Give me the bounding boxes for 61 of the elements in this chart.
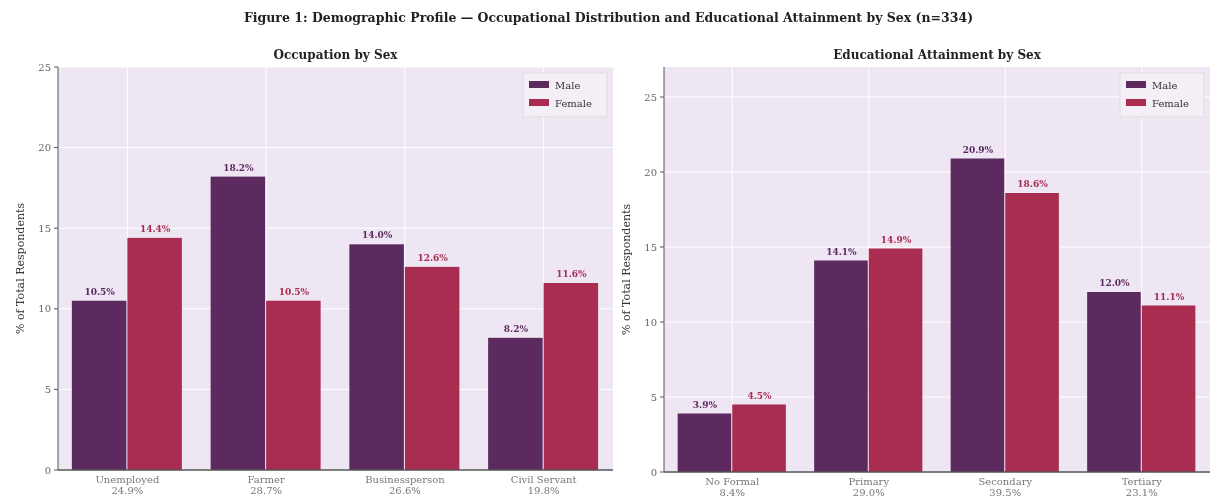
bar — [732, 404, 786, 472]
bar — [868, 248, 923, 472]
caption: Figure 1: Demographic Profile — Occupational Distribution and Educational Attainment by Sex (n=334) — [243, 10, 974, 25]
bar — [1005, 193, 1059, 472]
data-label: 14.9% — [880, 234, 912, 245]
legend-label: Female — [555, 97, 592, 109]
x-tick-label: No Formal 8.4% — [705, 476, 760, 498]
y-tick-label: 15 — [644, 241, 657, 253]
data-label: 3.9% — [692, 399, 718, 410]
y-tick-label: 10 — [644, 316, 657, 328]
y-tick-label: 20 — [38, 142, 51, 154]
y-tick-label: 25 — [38, 61, 51, 73]
bar — [349, 244, 404, 470]
data-label: 14.1% — [826, 246, 858, 257]
x-tick-label: Civil Servant 19.8% — [510, 474, 577, 496]
chart-title: Occupation by Sex — [273, 48, 399, 62]
data-label: 18.6% — [1017, 179, 1049, 189]
data-label: 10.5% — [278, 286, 310, 297]
x-tick-label: Unemployed 24.9% — [95, 474, 160, 496]
data-label: 11.6% — [556, 269, 588, 280]
data-label: 14.0% — [361, 230, 393, 241]
bar — [488, 337, 543, 470]
x-tick-label: Secondary 39.5% — [978, 476, 1033, 498]
data-label: 14.4% — [139, 223, 171, 234]
data-label: 12.6% — [417, 252, 449, 263]
y-tick-label: 5 — [650, 391, 657, 403]
y-tick-label: 0 — [44, 464, 51, 476]
data-label: 18.2% — [223, 162, 255, 173]
y-tick-label: 10 — [38, 303, 51, 315]
y-tick-label: 25 — [644, 91, 657, 103]
y-tick-label: 20 — [644, 166, 657, 178]
y-tick-label: 0 — [650, 466, 657, 478]
bar — [1087, 292, 1141, 472]
data-label: 4.5% — [747, 390, 773, 401]
bar — [814, 260, 868, 472]
bar — [71, 300, 127, 470]
data-label: 10.5% — [84, 286, 116, 297]
bar — [210, 176, 266, 470]
x-tick-label: Businessperson 26.6% — [365, 474, 446, 496]
bar — [1141, 305, 1196, 472]
data-label: 8.2% — [503, 323, 529, 334]
bar — [543, 283, 599, 470]
data-label: 12.0% — [1099, 278, 1131, 288]
bar — [950, 158, 1005, 472]
y-tick-label: 15 — [38, 222, 51, 234]
data-label: 20.9% — [962, 144, 994, 155]
legend-label: Male — [1152, 79, 1178, 91]
y-tick-label: 5 — [44, 383, 51, 395]
x-tick-label: Tertiary 23.1% — [1121, 476, 1163, 498]
legend-label: Male — [555, 79, 581, 91]
bar — [266, 300, 321, 470]
data-label: 11.1% — [1153, 291, 1185, 302]
y-axis-title: % of Total Respondents — [14, 202, 27, 335]
chart-title: Educational Attainment by Sex — [833, 48, 1042, 62]
x-tick-label: Farmer 28.7% — [247, 474, 285, 496]
y-axis-title: % of Total Respondents — [620, 203, 633, 336]
legend-label: Female — [1152, 97, 1189, 109]
bar — [677, 413, 732, 472]
x-tick-label: Primary 29.0% — [848, 476, 890, 498]
bar — [404, 266, 460, 470]
bar — [127, 237, 182, 470]
